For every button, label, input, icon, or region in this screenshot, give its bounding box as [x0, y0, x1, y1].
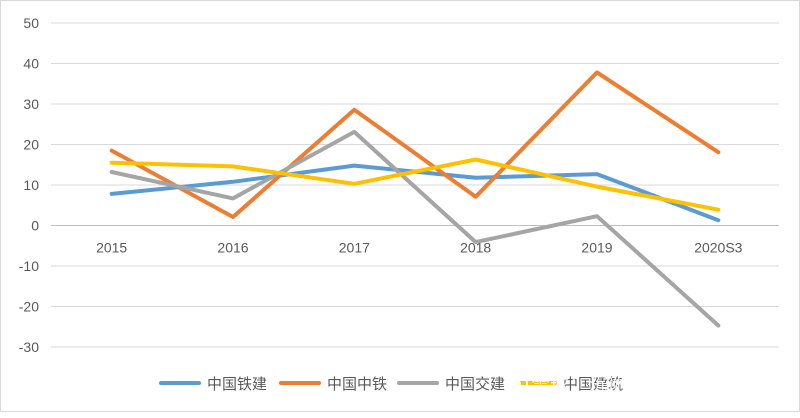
legend-label: 中国建筑: [563, 376, 623, 393]
x-tick-label: 2015: [96, 240, 127, 256]
x-tick-label: 2017: [339, 240, 370, 256]
x-tick-label: 2018: [460, 240, 491, 256]
x-tick-label: 2020S3: [694, 240, 742, 256]
y-tick-label: 10: [23, 177, 39, 193]
y-tick-label: -20: [19, 299, 39, 315]
y-tick-label: 20: [23, 137, 39, 153]
series-line: [109, 129, 721, 328]
watermark-text: 雪球：沉迷学习学到忘我: [531, 374, 740, 396]
legend: 中国铁建 中国中铁 中国交建 中国建筑: [159, 375, 623, 393]
y-axis-ticks: 50 40 30 20 10 0 -10 -20 -30: [19, 15, 39, 355]
watermark: 雪球：沉迷学习学到忘我: [506, 373, 740, 396]
legend-label: 中国交建: [445, 375, 505, 393]
y-tick-label: 30: [23, 96, 39, 112]
legend-label: 中国铁建: [207, 376, 267, 393]
y-tick-label: -30: [19, 339, 39, 355]
snowball-logo-icon: [506, 373, 528, 395]
x-tick-label: 2019: [581, 240, 612, 256]
series-lines: [109, 70, 721, 328]
y-tick-label: 0: [31, 218, 39, 234]
legend-label: 中国中铁: [327, 376, 387, 393]
x-axis-ticks: 2015 2016 2017 2018 2019 2020S3: [96, 240, 743, 256]
y-tick-label: -10: [19, 258, 39, 274]
series-line: [109, 70, 721, 219]
x-tick-label: 2016: [217, 240, 248, 256]
series-line: [109, 157, 721, 212]
y-tick-label: 40: [23, 56, 39, 72]
y-tick-label: 50: [23, 15, 39, 31]
